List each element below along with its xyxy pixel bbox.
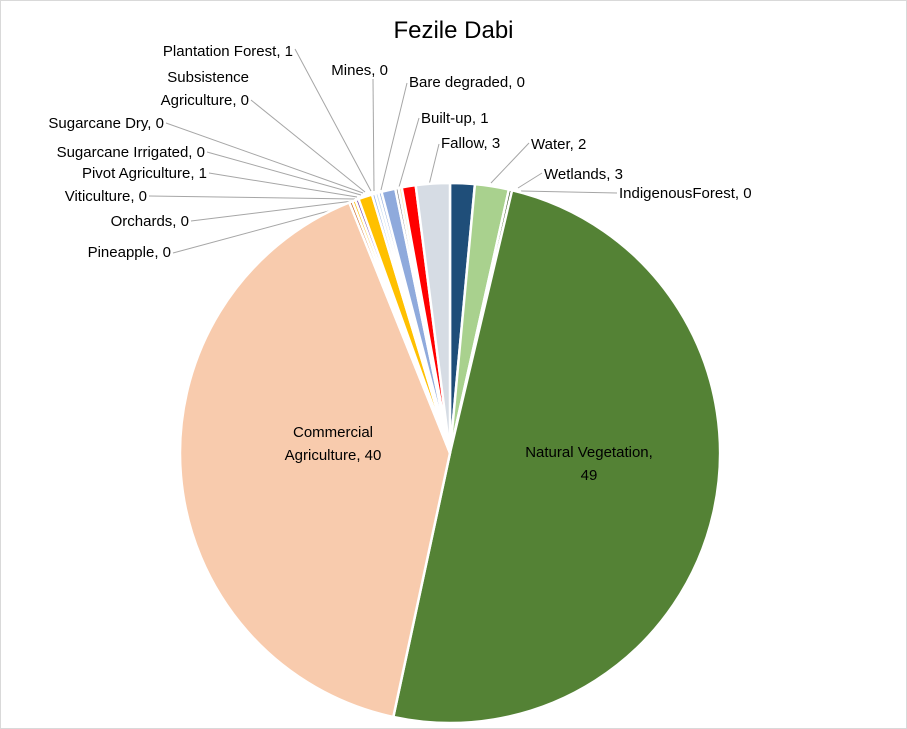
leader-line [380,82,408,191]
label-fallow: Fallow, 3 [441,135,500,152]
label-natural-vegetation: Natural Vegetation, 49 [525,444,653,484]
label-mines: Mines, 0 [331,62,388,79]
label-sugarcane-irrigated: Sugarcane Irrigated, 0 [57,144,205,161]
leader-line [208,172,358,198]
leader-line [428,143,440,186]
label-sugarcane-dry: Sugarcane Dry, 0 [48,115,164,132]
leader-line [206,151,362,196]
leader-line [250,99,366,193]
label-pivot-agriculture: Pivot Agriculture, 1 [82,165,207,182]
label-pineapple: Pineapple, 0 [88,244,171,261]
leader-line [520,190,618,194]
label-bare-degraded: Bare degraded, 0 [409,74,525,91]
leader-line [490,142,530,184]
leader-lines [148,48,618,254]
label-subsistence-agriculture: Subsistence Agriculture, 0 [161,69,249,109]
slice-fallow [414,181,452,454]
slice-natural-vegetation [391,188,722,725]
slice-commercial-agriculture [178,200,452,719]
slice-labels: Water, 2 Wetlands, 3 IndigenousForest, 0 Na… [48,43,751,484]
label-water: Water, 2 [531,136,586,153]
chart-title: Fezile Dabi [393,17,514,44]
leader-line [398,117,420,188]
pie-slices [178,181,722,725]
leader-line [165,122,364,194]
label-plantation-forest: Plantation Forest, 1 [163,43,293,60]
leader-line [294,48,372,192]
label-built-up: Built-up, 1 [421,110,489,127]
label-commercial-agriculture: Commercial Agriculture, 40 [285,424,382,464]
leader-line [148,195,356,200]
label-wetlands: Wetlands, 3 [544,166,623,183]
leader-line [372,78,375,192]
leader-line [172,204,352,254]
label-viticulture: Viticulture, 0 [65,188,147,205]
leader-line [190,200,354,222]
leader-line [517,172,543,189]
label-indigenousforest: IndigenousForest, 0 [619,185,752,202]
label-orchards: Orchards, 0 [111,213,189,230]
